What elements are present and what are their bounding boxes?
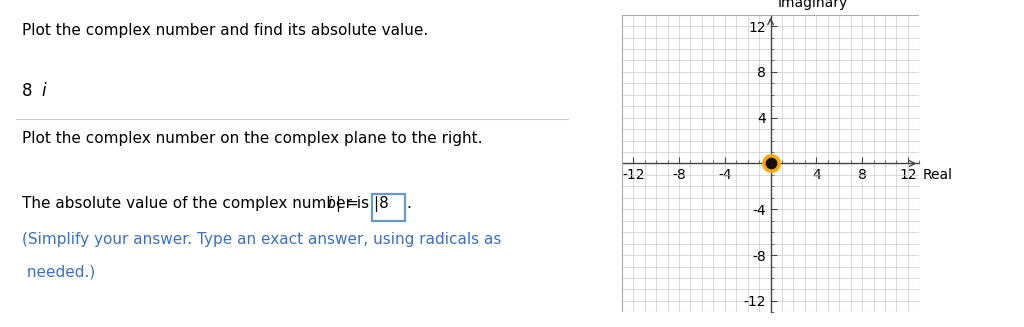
Text: Plot the complex number on the complex plane to the right.: Plot the complex number on the complex p… [22,131,482,146]
Text: needed.): needed.) [22,265,95,280]
Text: Real: Real [923,168,952,182]
Text: Plot the complex number and find its absolute value.: Plot the complex number and find its abs… [22,23,428,38]
Point [762,161,778,166]
Text: | =: | = [336,196,364,212]
Text: The absolute value of the complex number is |8: The absolute value of the complex number… [22,196,391,212]
Text: (Simplify your answer. Type an exact answer, using radicals as: (Simplify your answer. Type an exact ans… [22,232,501,247]
Text: i: i [328,196,332,211]
Point [762,161,778,166]
Text: i: i [41,82,46,100]
Bar [373,194,406,221]
Text: Imaginary: Imaginary [777,0,848,10]
Text: .: . [407,196,412,211]
Text: 8: 8 [22,82,36,100]
